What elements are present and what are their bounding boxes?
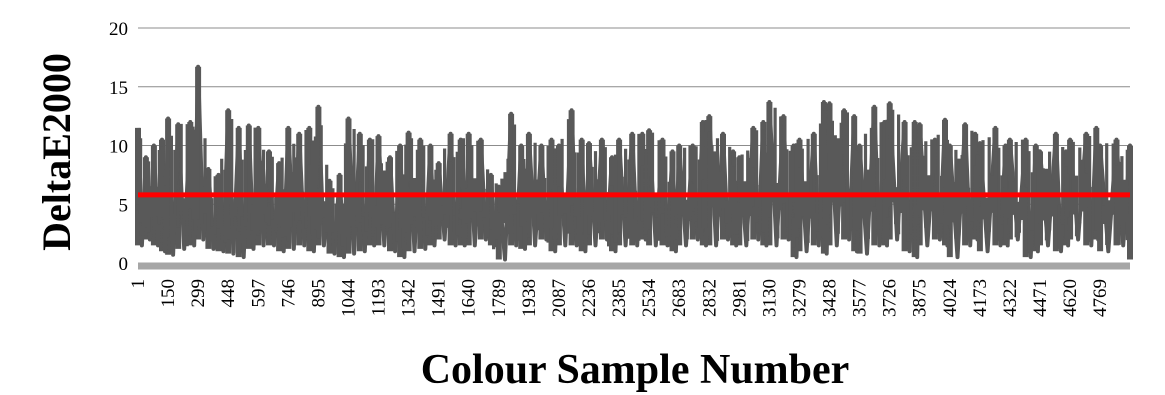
x-tick-label-4: 597 [248,279,269,308]
x-tick-label-5: 746 [278,279,299,308]
series-layer [135,64,1133,262]
x-tick-label-15: 2236 [579,279,600,317]
x-tick-label-24: 3577 [850,279,871,317]
x-tick-label-12: 1789 [489,279,510,317]
x-tick-label-25: 3726 [880,279,901,317]
x-tick-label-23: 3428 [820,279,841,317]
x-tick-label-1: 150 [158,279,179,308]
x-tick-label-10: 1491 [429,279,450,317]
y-tick-label-1: 5 [119,195,129,216]
y-axis-title: DeltaE2000 [34,53,79,251]
x-tick-label-31: 4620 [1060,279,1081,317]
x-tick-label-14: 2087 [549,279,570,317]
y-tick-labels: 0 5 10 15 20 [109,19,128,275]
x-tick-label-3: 448 [218,279,239,308]
x-tick-label-6: 895 [308,279,329,308]
x-tick-label-18: 2683 [669,279,690,317]
x-tick-label-7: 1044 [339,279,360,318]
x-tick-label-13: 1938 [519,279,540,317]
series-deltae-samples [136,66,1129,256]
y-tick-label-0: 0 [119,254,129,275]
x-tick-label-27: 4024 [940,279,961,318]
x-axis-title: Colour Sample Number [421,347,850,393]
x-tick-labels: 1 150 299 448 597 746 895 1044 1193 1342 1491 1640 1… [128,279,1111,318]
x-tick-label-20: 2981 [729,279,750,317]
x-tick-label-2: 299 [188,279,209,308]
x-tick-label-22: 3279 [790,279,811,317]
x-tick-label-30: 4471 [1030,279,1051,317]
x-tick-label-19: 2832 [699,279,720,317]
x-tick-label-26: 3875 [910,279,931,317]
y-tick-label-2: 10 [109,137,128,158]
x-tick-label-11: 1640 [459,279,480,317]
x-tick-label-32: 4769 [1090,279,1111,317]
x-tick-label-17: 2534 [639,279,660,318]
x-tick-label-8: 1193 [369,279,390,316]
y-tick-label-4: 20 [109,19,128,40]
x-tick-label-16: 2385 [609,279,630,317]
x-tick-label-9: 1342 [399,279,420,317]
x-tick-label-29: 4322 [1000,279,1021,317]
x-tick-label-0: 1 [128,279,149,289]
x-tick-label-21: 3130 [759,279,780,317]
y-tick-label-3: 15 [109,78,128,99]
x-tick-label-28: 4173 [970,279,991,317]
